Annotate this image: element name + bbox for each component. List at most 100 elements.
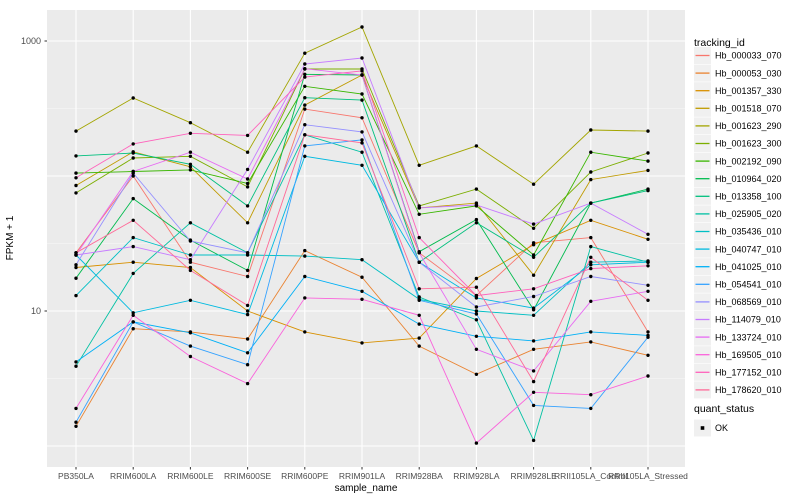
- data-point: [646, 232, 650, 236]
- quant-status-legend-title: quant_status: [694, 403, 754, 415]
- quant-status-point-icon: [700, 426, 705, 430]
- legend-item-Hb_068569_010: Hb_068569_010: [694, 293, 782, 311]
- data-point: [474, 203, 479, 207]
- data-point: [245, 181, 250, 186]
- data-point: [131, 320, 135, 324]
- legend-item-Hb_041025_010: Hb_041025_010: [694, 258, 782, 276]
- legend-label: Hb_002192_090: [715, 156, 782, 166]
- data-point: [531, 294, 536, 299]
- legend-item-Hb_000033_070: Hb_000033_070: [694, 47, 782, 64]
- legend-item-Hb_001623_290: Hb_001623_290: [694, 117, 782, 135]
- data-point: [646, 151, 650, 155]
- data-point: [131, 311, 135, 315]
- data-point: [131, 151, 135, 155]
- data-point: [303, 96, 307, 100]
- x-tick-label: RRIM928LA: [453, 471, 500, 481]
- y-tick-label: 10: [31, 306, 41, 316]
- data-point: [646, 298, 650, 302]
- data-point: [360, 297, 364, 301]
- legend-label: Hb_013358_100: [715, 192, 782, 202]
- data-point: [417, 235, 421, 240]
- data-point: [303, 84, 307, 89]
- legend-label: Hb_000053_030: [715, 68, 782, 78]
- data-point: [531, 255, 536, 259]
- data-point: [245, 177, 250, 181]
- legend-item-Hb_169505_010: Hb_169505_010: [694, 346, 782, 364]
- data-point: [74, 406, 78, 411]
- data-point: [474, 285, 479, 289]
- data-point: [74, 364, 78, 368]
- data-point: [303, 144, 307, 148]
- data-point: [589, 244, 593, 249]
- data-point: [589, 406, 593, 411]
- data-point: [303, 62, 307, 66]
- legend-item-Hb_000053_030: Hb_000053_030: [694, 64, 782, 82]
- legend-label: Hb_041025_010: [715, 262, 782, 272]
- legend-item-Hb_114079_010: Hb_114079_010: [694, 311, 781, 328]
- data-point: [245, 363, 250, 367]
- data-point: [474, 293, 479, 298]
- legend-item-Hb_054541_010: Hb_054541_010: [694, 275, 782, 293]
- data-point: [188, 260, 193, 264]
- data-point: [74, 263, 78, 267]
- data-point: [360, 163, 364, 167]
- quant-status-label: OK: [715, 423, 728, 433]
- data-point: [646, 129, 650, 133]
- data-point: [417, 260, 421, 264]
- data-point: [188, 354, 193, 359]
- y-axis-title: FPKM + 1: [5, 215, 16, 260]
- legend-title: tracking_id: [694, 37, 745, 49]
- legend-label: Hb_054541_010: [715, 280, 782, 290]
- data-point: [303, 67, 307, 71]
- data-point: [131, 156, 135, 160]
- legend-label: Hb_178620_010: [715, 385, 782, 395]
- data-point: [245, 150, 250, 154]
- data-point: [303, 75, 307, 79]
- data-point: [646, 374, 650, 378]
- data-point: [245, 167, 250, 172]
- legend-item-Hb_013358_100: Hb_013358_100: [694, 187, 782, 205]
- data-point: [474, 276, 479, 281]
- data-point: [131, 142, 135, 146]
- data-point: [303, 72, 307, 77]
- data-point: [646, 283, 650, 287]
- data-point: [303, 330, 307, 334]
- data-point: [474, 347, 479, 351]
- data-point: [646, 168, 650, 173]
- data-point: [74, 183, 78, 188]
- data-point: [589, 263, 593, 267]
- data-point: [360, 341, 364, 345]
- data-point: [589, 393, 593, 397]
- legend-item-Hb_001357_330: Hb_001357_330: [694, 82, 782, 100]
- data-point: [303, 107, 307, 111]
- legend-label: Hb_169505_010: [715, 350, 782, 360]
- data-point: [74, 129, 78, 133]
- data-point: [531, 182, 536, 186]
- data-point: [131, 96, 135, 100]
- data-point: [474, 309, 479, 313]
- data-point: [360, 116, 364, 120]
- x-tick-labels: PB350LA RRIM600LA RRIM600LE RRIM600SE RRIM60…: [58, 471, 688, 481]
- data-point: [245, 204, 250, 208]
- legend-item-Hb_001623_300: Hb_001623_300: [694, 135, 782, 152]
- quant-status-legend-item: OK: [694, 419, 728, 437]
- data-point: [646, 335, 650, 339]
- x-tick-label: RRIM901LA: [339, 471, 386, 481]
- data-point: [303, 254, 307, 258]
- data-point: [360, 73, 364, 77]
- data-point: [303, 51, 307, 55]
- data-point: [531, 339, 536, 343]
- data-point: [74, 276, 78, 280]
- data-point: [245, 337, 250, 341]
- data-point: [360, 130, 364, 134]
- x-tick-label: RRII105LA_Stressed: [608, 471, 688, 481]
- data-point: [531, 226, 536, 230]
- legend-item-Hb_178620_010: Hb_178620_010: [694, 381, 782, 399]
- data-point: [474, 217, 479, 222]
- legend-item-Hb_010964_020: Hb_010964_020: [694, 170, 782, 188]
- data-point: [417, 212, 421, 216]
- data-point: [589, 340, 593, 344]
- legend-item-Hb_002192_090: Hb_002192_090: [694, 152, 782, 170]
- data-point: [131, 260, 135, 264]
- data-point: [131, 244, 135, 249]
